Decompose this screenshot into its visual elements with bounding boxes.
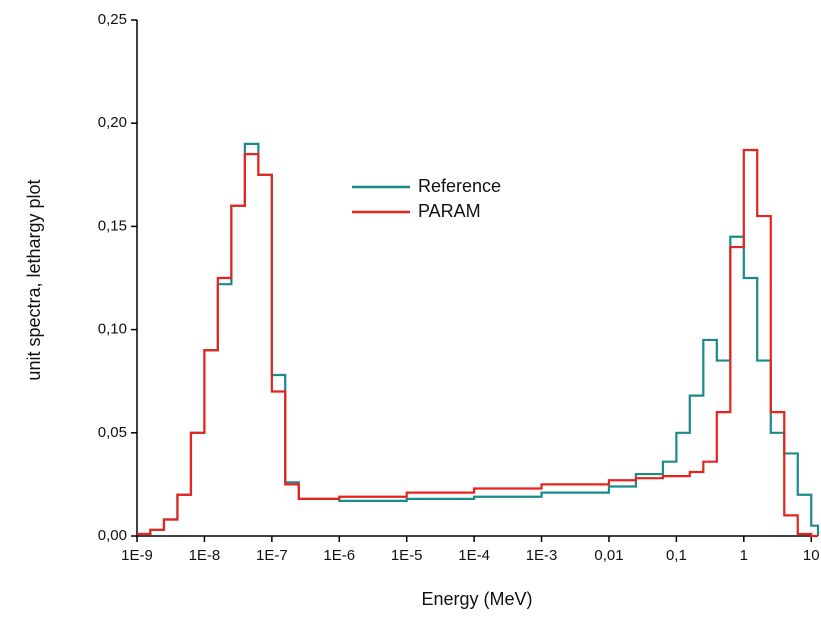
y-tick-label: 0,05 [98, 424, 127, 441]
x-tick-label: 1 [740, 547, 748, 564]
y-tick-label: 0,10 [98, 321, 127, 338]
legend-label: Reference [418, 176, 501, 196]
x-tick-label: 0,1 [666, 547, 687, 564]
x-tick-label: 1E-9 [121, 547, 153, 564]
x-tick-label: 1E-7 [256, 547, 288, 564]
x-tick-label: 1E-5 [391, 547, 423, 564]
y-tick-label: 0,15 [98, 217, 127, 234]
x-tick-label: 1E-8 [189, 547, 221, 564]
legend-label: PARAM [418, 201, 481, 221]
y-tick-label: 0,25 [98, 11, 127, 28]
x-axis-label: Energy (MeV) [421, 589, 532, 609]
y-tick-label: 0,00 [98, 527, 127, 544]
y-axis-label: unit spectra, lethargy plot [24, 179, 44, 380]
x-tick-label: 1E-4 [458, 547, 490, 564]
x-tick-label: 1E-6 [323, 547, 355, 564]
x-tick-label: 1E-3 [526, 547, 558, 564]
x-tick-label: 0,01 [594, 547, 623, 564]
series-line [137, 148, 818, 538]
y-tick-label: 0,20 [98, 114, 127, 131]
x-tick-label: 10 [803, 547, 820, 564]
